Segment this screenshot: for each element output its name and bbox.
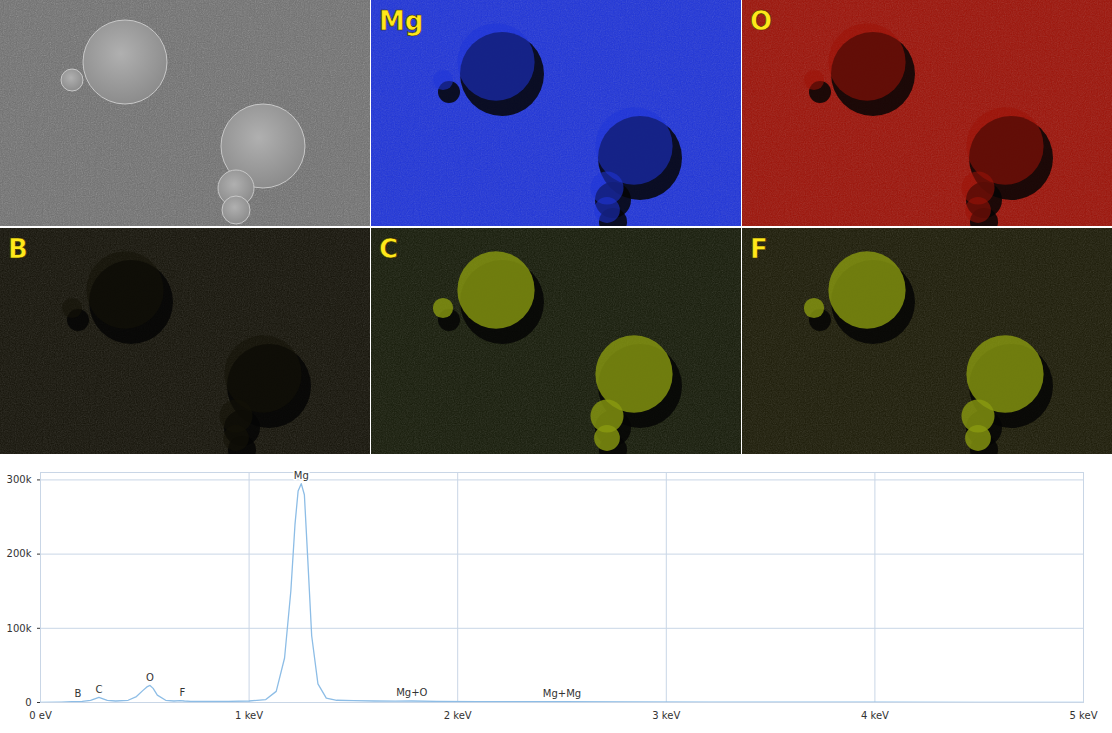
svg-text:300k: 300k bbox=[7, 474, 32, 485]
svg-text:C: C bbox=[95, 684, 102, 695]
svg-text:O: O bbox=[146, 672, 154, 683]
svg-text:100k: 100k bbox=[7, 623, 32, 634]
svg-text:F: F bbox=[750, 234, 768, 264]
svg-text:B: B bbox=[75, 688, 82, 699]
svg-text:0: 0 bbox=[25, 697, 31, 708]
svg-text:C: C bbox=[379, 234, 398, 264]
svg-text:2 keV: 2 keV bbox=[444, 710, 472, 721]
svg-text:Mg: Mg bbox=[379, 6, 423, 36]
svg-text:O: O bbox=[750, 6, 772, 36]
svg-text:Mg: Mg bbox=[294, 470, 309, 481]
svg-text:5 keV: 5 keV bbox=[1070, 710, 1098, 721]
svg-text:3 keV: 3 keV bbox=[652, 710, 680, 721]
svg-text:B: B bbox=[8, 234, 28, 264]
svg-text:Mg+Mg: Mg+Mg bbox=[543, 688, 581, 699]
svg-text:1 keV: 1 keV bbox=[235, 710, 263, 721]
svg-text:0 eV: 0 eV bbox=[29, 710, 52, 721]
svg-text:F: F bbox=[179, 687, 185, 698]
svg-text:4 keV: 4 keV bbox=[861, 710, 889, 721]
svg-text:Mg+O: Mg+O bbox=[396, 687, 427, 698]
svg-text:200k: 200k bbox=[7, 548, 32, 559]
